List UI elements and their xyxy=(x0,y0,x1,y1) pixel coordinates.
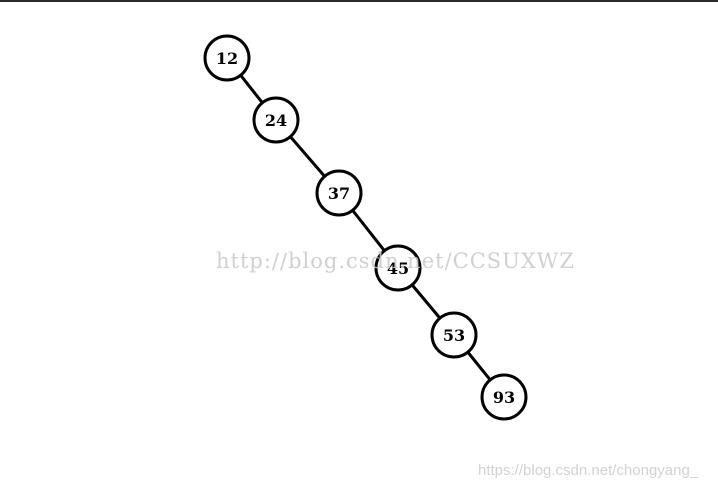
node-circle xyxy=(480,373,528,421)
node-label: 53 xyxy=(443,326,465,345)
nodes-layer: 12 24 37 45 53 93 xyxy=(203,34,528,421)
node-37: 37 xyxy=(315,169,363,217)
node-circle xyxy=(252,96,300,144)
node-label: 93 xyxy=(493,388,515,407)
node-label: 37 xyxy=(328,184,350,203)
node-label: 45 xyxy=(387,259,409,278)
node-53: 53 xyxy=(430,311,478,359)
top-border xyxy=(0,0,718,2)
node-24: 24 xyxy=(252,96,300,144)
node-label: 24 xyxy=(265,111,287,130)
node-93: 93 xyxy=(480,373,528,421)
node-circle xyxy=(315,169,363,217)
watermark-center: http://blog.csdn.net/CCSUXWZ xyxy=(216,249,575,273)
node-circle xyxy=(430,311,478,359)
node-45: 45 xyxy=(374,244,422,292)
node-label: 12 xyxy=(216,49,238,68)
node-circle xyxy=(374,244,422,292)
watermark-corner: https://blog.csdn.net/chongyang_ xyxy=(478,462,699,479)
node-circle xyxy=(203,34,251,82)
node-12: 12 xyxy=(203,34,251,82)
